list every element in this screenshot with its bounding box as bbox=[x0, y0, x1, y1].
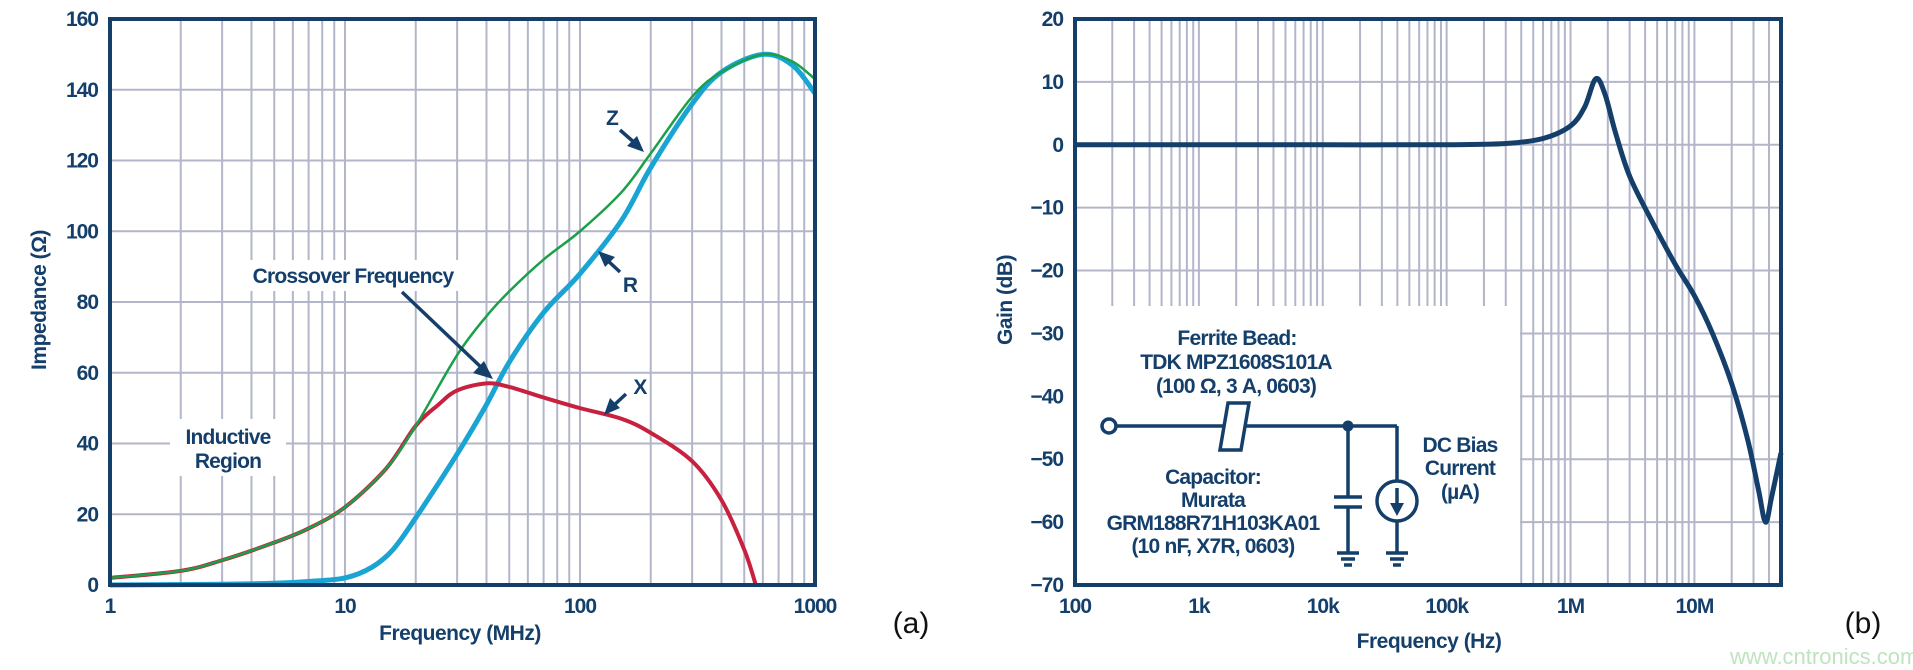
x-tick-label: 1k bbox=[1188, 595, 1211, 618]
cap-maker: Murata bbox=[1181, 489, 1246, 512]
label-x: X bbox=[633, 376, 647, 399]
x-tick-label: 1000 bbox=[794, 595, 837, 618]
y-tick-label: −40 bbox=[1030, 385, 1063, 408]
x-arrow-head-icon bbox=[604, 398, 620, 415]
input-terminal-icon bbox=[1100, 417, 1118, 435]
series-line-x bbox=[109, 381, 758, 586]
ferrite-bead-icon bbox=[1217, 401, 1252, 452]
y-tick-label: −60 bbox=[1030, 511, 1063, 534]
x-tick-label: 10M bbox=[1675, 595, 1713, 618]
x-axis-label-a: Frequency (MHz) bbox=[379, 622, 541, 645]
cap-part: GRM188R71H103KA01 bbox=[1107, 512, 1321, 535]
y-tick-label: 120 bbox=[66, 150, 98, 173]
plot-frame-b bbox=[1073, 17, 1783, 587]
y-tick-label: 160 bbox=[66, 8, 98, 31]
y-tick-label: 60 bbox=[77, 362, 99, 385]
y-tick-label: 140 bbox=[66, 79, 98, 102]
y-axis-label-b: Gain (dB) bbox=[994, 255, 1017, 345]
x-tick-label: 10k bbox=[1307, 595, 1340, 618]
y-axis-label-a: Impedance (Ω) bbox=[28, 230, 51, 370]
x-tick-label: 100 bbox=[1059, 595, 1091, 618]
current-arrow-head-icon bbox=[1390, 503, 1404, 516]
curves-b bbox=[1075, 75, 1784, 525]
crossover-arrow-head-icon bbox=[473, 361, 493, 379]
y-tick-label: 10 bbox=[1042, 71, 1064, 94]
ground-icon bbox=[1337, 551, 1359, 567]
circuit-background bbox=[1077, 306, 1520, 583]
y-tick-label: 0 bbox=[1052, 134, 1063, 157]
circuit-schematic bbox=[1100, 401, 1419, 567]
y-tick-label: −20 bbox=[1030, 260, 1063, 283]
panel-label-a: (a) bbox=[893, 607, 930, 640]
y-tick-label: 100 bbox=[66, 220, 98, 243]
panel-label-b: (b) bbox=[1845, 607, 1882, 640]
bias-line-1: DC Bias bbox=[1423, 434, 1498, 457]
y-tick-label: 20 bbox=[1042, 8, 1064, 31]
annotation-crossover: Crossover Frequency bbox=[253, 265, 455, 288]
label-r: R bbox=[623, 274, 638, 297]
bead-part: TDK MPZ1608S101A bbox=[1140, 351, 1332, 374]
x-tick-label: 10 bbox=[334, 595, 356, 618]
series-line-gain bbox=[1075, 75, 1784, 525]
x-tick-label: 100k bbox=[1425, 595, 1469, 618]
z-arrow-head-icon bbox=[627, 136, 644, 152]
cap-spec: (10 nF, X7R, 0603) bbox=[1131, 535, 1294, 558]
plot-frame-a bbox=[108, 17, 817, 587]
r-arrow-head-icon bbox=[598, 251, 615, 267]
cap-title: Capacitor: bbox=[1165, 466, 1261, 489]
bias-line-2: Current bbox=[1425, 457, 1496, 480]
series-line-r bbox=[109, 51, 817, 588]
bias-line-3: (µA) bbox=[1441, 481, 1479, 504]
y-tick-label: 40 bbox=[77, 433, 99, 456]
x-tick-label: 100 bbox=[564, 595, 596, 618]
y-tick-label: −70 bbox=[1030, 574, 1063, 597]
y-tick-label: 0 bbox=[87, 574, 98, 597]
y-tick-label: −30 bbox=[1030, 322, 1063, 345]
series-line-z bbox=[109, 52, 816, 580]
inductive-label-background bbox=[170, 419, 286, 476]
watermark: www.cntronics.com bbox=[1729, 644, 1913, 669]
annotation-inductive-2: Region bbox=[195, 450, 261, 473]
curves-a bbox=[109, 51, 817, 588]
x-axis-label-b: Frequency (Hz) bbox=[1357, 630, 1502, 653]
y-tick-label: 20 bbox=[77, 503, 99, 526]
y-tick-label: −10 bbox=[1030, 197, 1063, 220]
bead-spec: (100 Ω, 3 A, 0603) bbox=[1156, 375, 1316, 398]
ground-icon bbox=[1386, 551, 1408, 567]
annotation-inductive-1: Inductive bbox=[186, 426, 271, 449]
y-tick-label: −50 bbox=[1030, 448, 1063, 471]
x-tick-label: 1 bbox=[105, 595, 117, 618]
crossover-arrow bbox=[400, 290, 486, 372]
ticks-a: 160 140 120 100 80 60 40 20 01 10 100 1000 bbox=[66, 8, 838, 618]
bead-title: Ferrite Bead: bbox=[1177, 327, 1296, 350]
crossover-label-background bbox=[232, 260, 473, 291]
label-z: Z bbox=[606, 107, 619, 130]
grid-a bbox=[110, 19, 815, 585]
y-tick-label: 80 bbox=[77, 291, 99, 314]
x-tick-label: 1M bbox=[1557, 595, 1585, 618]
